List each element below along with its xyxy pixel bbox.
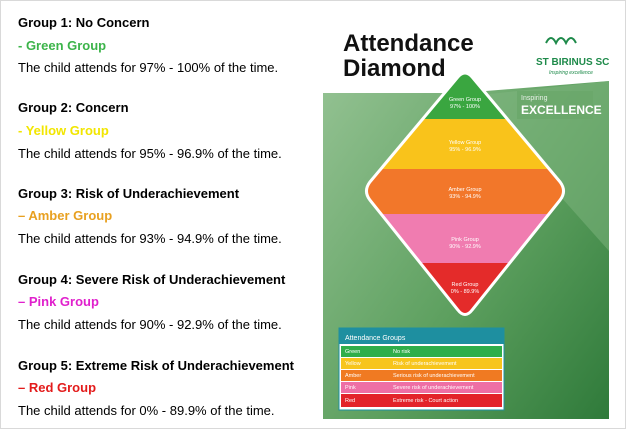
diamond-band (368, 169, 562, 214)
table-cell: Extreme risk - Court action (393, 398, 458, 404)
diamond-range: 0% - 89.9% (451, 289, 480, 295)
table-cell: Severe risk of underachievement (393, 385, 474, 391)
table-cell: Amber (345, 373, 361, 379)
table-row (341, 382, 502, 393)
poster-header-area (323, 13, 609, 93)
group-description: The child attends for 0% - 89.9% of the … (18, 403, 275, 418)
table-cell: Serious risk of underachievement (393, 373, 475, 379)
group-heading: Group 1: No Concern (18, 15, 150, 30)
table-cell: Pink (345, 385, 356, 391)
table-cell: No risk (393, 349, 410, 355)
table-row (341, 358, 502, 369)
diamond-label: Yellow Group (449, 140, 482, 146)
group-heading: Group 4: Severe Risk of Underachievement (18, 272, 286, 287)
table-header (339, 328, 504, 344)
group-name: – Amber Group (18, 208, 113, 223)
diamond-label: Amber Group (448, 187, 481, 193)
badge-small: Inspiring (521, 95, 548, 102)
group-name: – Red Group (18, 380, 97, 395)
badge-large: EXCELLENCE (521, 103, 602, 117)
badge (517, 91, 593, 119)
poster: Attendance Diamond ST BIRINUS SCHOOL Ins… (323, 13, 609, 419)
group-heading: Group 2: Concern (18, 100, 129, 115)
school-name: ST BIRINUS SCHOOL (536, 57, 609, 68)
diamond-label: Red Group (452, 282, 479, 288)
diamond-range: 93% - 94.9% (449, 194, 481, 200)
group-heading: Group 5: Extreme Risk of Underachievemen… (18, 358, 294, 373)
table-title: Attendance Groups (345, 335, 406, 342)
school-logo (545, 37, 577, 46)
group-name: - Green Group (18, 38, 107, 53)
table-cell: Red (345, 398, 355, 404)
table-cell: Green (345, 349, 360, 355)
group-heading: Group 3: Risk of Underachievement (18, 186, 240, 201)
table-cell: Yellow (345, 361, 361, 367)
group-description: The child attends for 95% - 96.9% of the… (18, 146, 282, 161)
poster-title: Attendance (343, 30, 474, 57)
diamond-label: Pink Group (451, 237, 479, 243)
group-description: The child attends for 97% - 100% of the … (18, 60, 279, 75)
group-name: - Yellow Group (18, 123, 109, 138)
table-cell: Risk of underachievement (393, 361, 457, 367)
group-name: – Pink Group (18, 294, 99, 309)
diamond-label: Green Group (449, 97, 481, 103)
poster-title: Diamond (343, 55, 446, 82)
table-row (341, 346, 502, 357)
table-row (341, 370, 502, 381)
school-tagline: Inspiring excellence (549, 70, 593, 76)
group-description: The child attends for 90% - 92.9% of the… (18, 317, 282, 332)
diamond-range: 95% - 96.9% (449, 147, 481, 153)
diamond-range: 90% - 92.9% (449, 244, 481, 250)
table-row (341, 394, 502, 407)
group-description: The child attends for 93% - 94.9% of the… (18, 231, 282, 246)
diamond-range: 97% - 100% (450, 104, 480, 110)
